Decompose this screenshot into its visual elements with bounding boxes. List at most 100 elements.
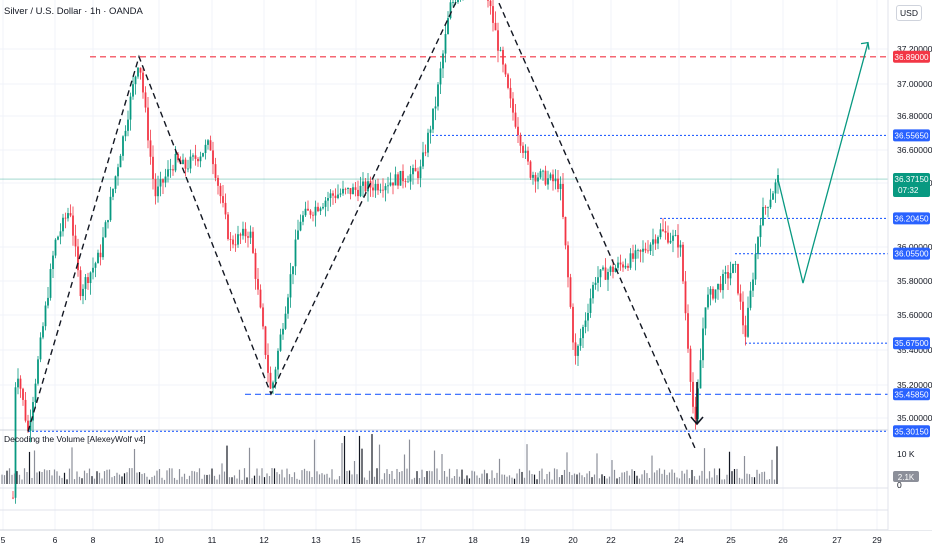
volume-bar xyxy=(318,474,321,484)
candle-body xyxy=(417,171,419,179)
volume-bar xyxy=(206,474,208,484)
candle-body xyxy=(334,195,337,199)
candle-body xyxy=(387,185,389,187)
volume-bar xyxy=(421,469,423,484)
candle-body xyxy=(597,277,599,283)
volume-bar xyxy=(1,474,3,484)
price-tick-label: 35.00000 xyxy=(897,413,932,423)
candle-body xyxy=(242,228,244,236)
volume-bar xyxy=(633,470,636,484)
candle-body xyxy=(204,144,207,154)
volume-bar xyxy=(423,477,426,484)
volume-bar xyxy=(276,472,278,484)
volume-bar xyxy=(748,474,751,484)
volume-bar xyxy=(93,478,96,484)
volume-bar xyxy=(546,474,548,484)
candle-body xyxy=(757,237,759,255)
volume-bar xyxy=(756,469,758,484)
volume-bar xyxy=(116,472,118,484)
candle-body xyxy=(119,155,122,168)
volume-bar xyxy=(336,479,338,484)
price-tick-label: 37.20000 xyxy=(897,44,932,54)
volume-bar xyxy=(126,472,128,484)
candle-body xyxy=(122,136,124,156)
candle-body xyxy=(492,6,494,23)
candle-body xyxy=(614,267,617,272)
volume-bar xyxy=(16,471,18,484)
candle-body xyxy=(82,288,84,297)
volume-bar xyxy=(696,479,698,484)
candle-body xyxy=(619,262,622,265)
volume-bar xyxy=(158,469,161,484)
candle-body xyxy=(642,248,644,252)
volume-bar xyxy=(281,469,283,484)
volume-bar xyxy=(763,471,766,484)
candle-body xyxy=(367,181,369,192)
candle-body xyxy=(644,248,647,251)
volume-bar xyxy=(718,468,721,484)
volume-bar xyxy=(586,473,588,484)
candle-body xyxy=(554,178,557,182)
volume-bar xyxy=(478,477,481,484)
volume-bar xyxy=(771,459,773,484)
price-axis[interactable]: 37.2000037.0000036.8000036.6000036.40000… xyxy=(887,0,932,530)
candle-body xyxy=(677,235,679,248)
volume-bar xyxy=(776,446,778,484)
level-badge xyxy=(893,129,930,142)
candle-body xyxy=(649,244,652,252)
candle-body xyxy=(737,263,739,294)
candle-body xyxy=(429,129,432,133)
candle-body xyxy=(207,140,209,145)
price-tick-label: 36.00000 xyxy=(897,242,932,252)
volume-bar xyxy=(173,477,176,484)
candle-body xyxy=(384,186,387,191)
price-axis-bg xyxy=(888,0,932,530)
volume-bar xyxy=(283,477,286,484)
candle-body xyxy=(222,196,224,203)
volume-bar xyxy=(361,448,363,484)
candle-body xyxy=(409,174,412,182)
candle-body xyxy=(587,312,589,321)
symbol-title[interactable]: Silver / U.S. Dollar · 1h · OANDA xyxy=(4,6,143,17)
candle-body xyxy=(19,378,22,389)
volume-bar xyxy=(621,472,623,484)
level-badge-label: 35.30150 xyxy=(894,427,929,436)
candle-body xyxy=(22,388,24,400)
candle-body xyxy=(59,231,62,237)
volume-bar xyxy=(456,469,458,484)
price-tick-label: 36.80000 xyxy=(897,111,932,121)
candle-body xyxy=(154,179,157,197)
candle-body xyxy=(647,250,649,252)
volume-bar xyxy=(683,473,686,484)
candle-body xyxy=(292,266,294,275)
candle-body xyxy=(544,170,547,185)
candle-body xyxy=(759,225,762,238)
candle-body xyxy=(777,175,779,183)
candle-body xyxy=(567,245,569,278)
candle-body xyxy=(342,188,344,194)
time-axis[interactable]: 5 6 8 10 11 12 13 15 17 18 19 20 22 24 25 26 27 29 xyxy=(1,535,882,545)
volume-bar xyxy=(196,472,198,484)
candle-body xyxy=(652,239,654,245)
candle-body xyxy=(749,290,752,308)
volume-bar xyxy=(398,472,401,484)
currency-button[interactable]: USD xyxy=(896,5,922,21)
candle-body xyxy=(354,187,357,190)
volume-bar xyxy=(511,477,513,484)
candle-body xyxy=(444,34,447,54)
volume-bar xyxy=(171,468,173,484)
current-price-label: 36.37150 xyxy=(894,175,929,184)
volume-bar xyxy=(651,455,653,484)
volume-bar xyxy=(51,475,53,484)
volume-bar xyxy=(238,469,241,484)
volume-bar xyxy=(518,468,521,484)
candle-body xyxy=(54,239,57,256)
candle-body xyxy=(509,87,512,99)
volume-bar xyxy=(393,478,396,484)
candle-body xyxy=(52,255,54,270)
time-tick-label: 18 xyxy=(468,535,478,545)
indicator-title[interactable]: Decoding the Volume [AlexeyWolf v4] xyxy=(4,434,146,444)
candle-body xyxy=(592,284,594,299)
volume-bar xyxy=(593,474,596,484)
